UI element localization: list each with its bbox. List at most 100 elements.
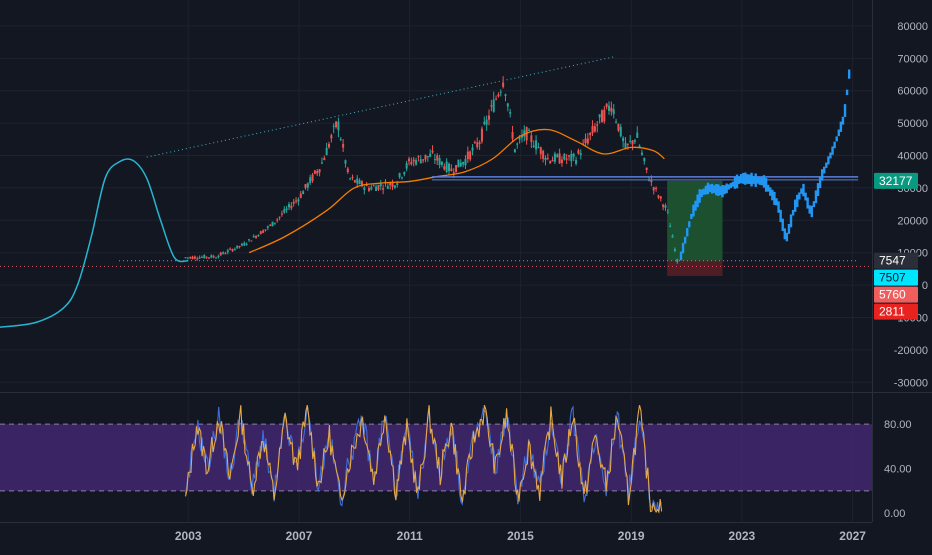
candle-body [320, 162, 323, 164]
projection-bar [843, 104, 847, 118]
candle-body [306, 183, 309, 188]
projection-bar [692, 204, 695, 217]
projection-bar [702, 188, 706, 195]
candle-body [429, 153, 432, 157]
candle-body [189, 257, 192, 259]
candle-body [356, 178, 359, 184]
projection-bar [746, 174, 749, 184]
candle-body [363, 187, 366, 190]
candle-body [280, 213, 283, 215]
rsi-axis-label: 80.00 [884, 419, 912, 431]
projection-bar [806, 197, 809, 209]
projection-bar [715, 184, 718, 196]
candle-body [506, 103, 509, 107]
projection-bar [700, 189, 703, 198]
candle-body [504, 94, 507, 97]
projection-bar [752, 175, 755, 184]
candle-body [389, 182, 392, 186]
candle-body [222, 252, 225, 254]
candle-body [410, 161, 413, 165]
projection-bar [698, 189, 701, 203]
projection-bar [777, 201, 780, 213]
projection-bar [835, 136, 838, 142]
price-tag-label: 7507 [879, 271, 906, 285]
rsi-axis-label: 40.00 [884, 464, 912, 476]
candle-body [553, 153, 556, 162]
candle-body [422, 159, 425, 161]
projection-bar [742, 172, 745, 184]
candle-body [626, 143, 629, 145]
candle-body [450, 168, 453, 172]
projection-bar [758, 176, 762, 185]
moving-average-line [248, 128, 665, 254]
candle-body [509, 111, 512, 114]
candle-body [584, 138, 587, 144]
candle-body [255, 235, 258, 238]
candle-body [200, 256, 203, 258]
price-tag-label: 7547 [879, 254, 906, 268]
candle-body [252, 236, 255, 238]
candle-body [652, 187, 655, 191]
candle-body [372, 185, 375, 187]
candle-body [676, 259, 679, 263]
projection-bar [766, 184, 770, 192]
candle-body [633, 140, 636, 142]
candle-body [335, 121, 338, 128]
candle-body [673, 248, 676, 252]
price-tag-bg [874, 286, 918, 303]
projection-bar [740, 174, 743, 184]
candle-body [558, 153, 561, 164]
price-axis-label: 40000 [897, 151, 928, 163]
projection-bar [829, 152, 832, 159]
candle-body [240, 243, 243, 246]
candle-body [386, 186, 389, 189]
candle-body [495, 98, 498, 100]
rsi-line [184, 405, 663, 514]
candle-body [631, 140, 634, 145]
candle-body [379, 184, 382, 187]
candle-body [375, 186, 378, 191]
candle-body [337, 121, 340, 131]
price-axis-label: 60000 [897, 86, 928, 98]
candle-body [236, 245, 239, 249]
projection-bar [810, 205, 813, 218]
candle-body [191, 256, 194, 259]
projection-bar [804, 192, 807, 201]
candle-body [563, 153, 566, 160]
price-axis-label: 50000 [897, 118, 928, 130]
projection-bar [708, 184, 712, 192]
candle-body [488, 115, 491, 120]
candle-body [219, 252, 222, 256]
candle-body [342, 143, 345, 148]
candle-body [290, 205, 293, 209]
candle-body [316, 171, 319, 174]
candle-body [311, 174, 314, 181]
candle-body [405, 163, 408, 169]
projection-bar [839, 121, 843, 132]
projection-bar [688, 221, 691, 228]
candle-body [612, 109, 615, 115]
candle-body [269, 224, 272, 226]
time-axis-label: 2019 [618, 529, 645, 543]
projection-bar [841, 116, 845, 125]
candle-body [532, 145, 535, 148]
candle-body [273, 222, 276, 224]
candle-body [243, 242, 246, 246]
projection-bar [719, 186, 722, 196]
projection-bar [679, 251, 683, 261]
candle-body [443, 166, 446, 170]
candle-body [560, 159, 563, 164]
candle-body [565, 158, 568, 160]
candle-body [570, 153, 573, 162]
candle-body [360, 181, 363, 187]
candle-body [208, 257, 211, 259]
projection-bar [771, 189, 774, 201]
candle-body [368, 188, 371, 191]
candle-body [403, 171, 406, 175]
candle-body [217, 255, 220, 258]
candle-body [186, 257, 189, 259]
candle-body [400, 177, 403, 179]
candle-body [184, 257, 187, 259]
